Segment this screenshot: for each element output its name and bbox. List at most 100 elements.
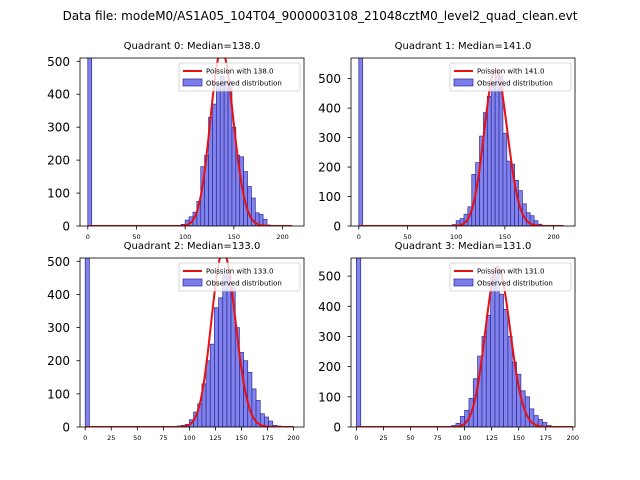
y-tick-label: 300 [318,131,341,145]
legend-bar-swatch [182,278,203,287]
legend-box [178,62,301,92]
legend: Poission with 131.0 Observed distribution [449,262,572,292]
x-tick-label: 100 [450,233,462,241]
histogram-bar [356,258,362,427]
y-tick-label: 300 [47,321,70,335]
histogram-bar [268,420,274,427]
y-tick-label: 500 [47,55,70,69]
legend-label-poisson: Poission with 131.0 [477,268,545,276]
y-tick-label: 200 [47,354,70,368]
y-tick-label: 200 [47,154,70,168]
histogram-bar [494,72,500,226]
x-tick-label: 125 [209,434,221,442]
histogram-bar [219,75,225,226]
x-tick-label: 100 [183,434,195,442]
histogram-bar [226,275,232,427]
quadrant-0-title: Quadrant 0: Median=138.0 [124,41,261,52]
x-tick-label: 200 [547,233,559,241]
legend-label-poisson: Poission with 138.0 [206,68,274,76]
figure-title: Data file: modeM0/AS1A05_104T04_90000031… [63,9,578,23]
histogram-bar [87,58,93,226]
y-tick-label: 400 [318,102,341,116]
histogram-bar [494,269,500,427]
histogram-bar [486,95,492,226]
histogram-bar [223,80,229,226]
legend-label-observed: Observed distribution [477,280,553,288]
legend-box [449,262,572,292]
y-tick-label: 400 [47,288,70,302]
y-tick-label: 500 [318,270,341,284]
histogram-bar [490,275,496,427]
poisson-curve [358,68,564,226]
y-tick-label: 400 [318,300,341,314]
quadrant-0-panel: Quadrant 0: Median=138.0 0 50 100 150 200 0 100… [47,41,305,241]
legend-bar-swatch [453,278,474,287]
histogram-bar [218,297,224,427]
axes-frame [79,57,305,227]
x-tick-label: 200 [287,434,299,442]
y-tick-label: 500 [47,255,70,269]
legend-bar-swatch [182,78,203,87]
x-tick-label: 50 [406,434,414,442]
x-tick-label: 0 [83,434,87,442]
y-tick-label: 100 [47,187,70,201]
x-tick-label: 75 [433,434,441,442]
x-tick-label: 50 [403,233,411,241]
histogram-bar [251,197,256,226]
histogram-bar [247,371,253,427]
x-tick-label: 200 [567,434,579,442]
poisson-curve [356,266,573,427]
legend: Poission with 138.0 Observed distribution [178,62,301,92]
histogram-bar [212,103,217,226]
x-tick-label: 50 [133,434,141,442]
legend-box [449,62,572,92]
y-tick-label: 200 [318,161,341,175]
histogram-bar [214,307,219,427]
histogram-bar [502,132,508,226]
legend-bar-swatch [453,78,474,87]
histogram-bar [84,258,90,427]
y-tick-label: 0 [333,220,341,234]
histogram-bar [247,186,252,226]
histogram-bar [358,58,364,226]
y-tick-label: 0 [62,220,70,234]
x-tick-label: 0 [86,233,90,241]
x-tick-label: 150 [235,434,247,442]
histogram-bar [215,84,221,226]
axes-frame [350,57,576,227]
y-tick-label: 100 [318,190,341,204]
x-tick-label: 150 [228,233,240,241]
histogram-bars [84,258,286,427]
y-tick-label: 200 [318,360,341,374]
x-tick-label: 25 [107,434,115,442]
legend-label-observed: Observed distribution [206,280,282,288]
x-tick-label: 125 [485,434,497,442]
x-tick-label: 175 [540,434,552,442]
y-tick-label: 100 [318,390,341,404]
axes-frame [350,257,576,428]
x-tick-label: 100 [458,434,470,442]
histogram-bar [498,293,504,427]
quadrant-1-panel: Quadrant 1: Median=141.0 0 50 100 150 200 0 100… [318,41,576,241]
histogram-bar [209,343,215,427]
quadrant-3-panel: Quadrant 3: Median=131.0 0 25 50 75 100 125 150… [318,241,579,442]
x-tick-label: 150 [513,434,525,442]
x-tick-label: 0 [357,233,361,241]
x-tick-label: 50 [132,233,140,241]
x-tick-label: 175 [261,434,273,442]
legend-label-observed: Observed distribution [477,80,553,88]
histogram-bar [485,314,491,427]
x-tick-label: 200 [276,233,288,241]
histogram-bar [506,160,512,226]
y-tick-label: 0 [62,421,70,435]
histogram-bar [507,336,513,427]
legend-label-poisson: Poission with 133.0 [206,268,274,276]
y-tick-label: 300 [318,330,341,344]
y-tick-label: 500 [318,72,341,86]
histogram-bar [205,360,211,427]
quadrant-2-panel: Quadrant 2: Median=133.0 0 25 50 75 100 125 150… [47,241,305,442]
legend-label-observed: Observed distribution [206,80,282,88]
poisson-curve [85,258,294,427]
y-tick-label: 100 [47,387,70,401]
x-tick-label: 75 [159,434,167,442]
